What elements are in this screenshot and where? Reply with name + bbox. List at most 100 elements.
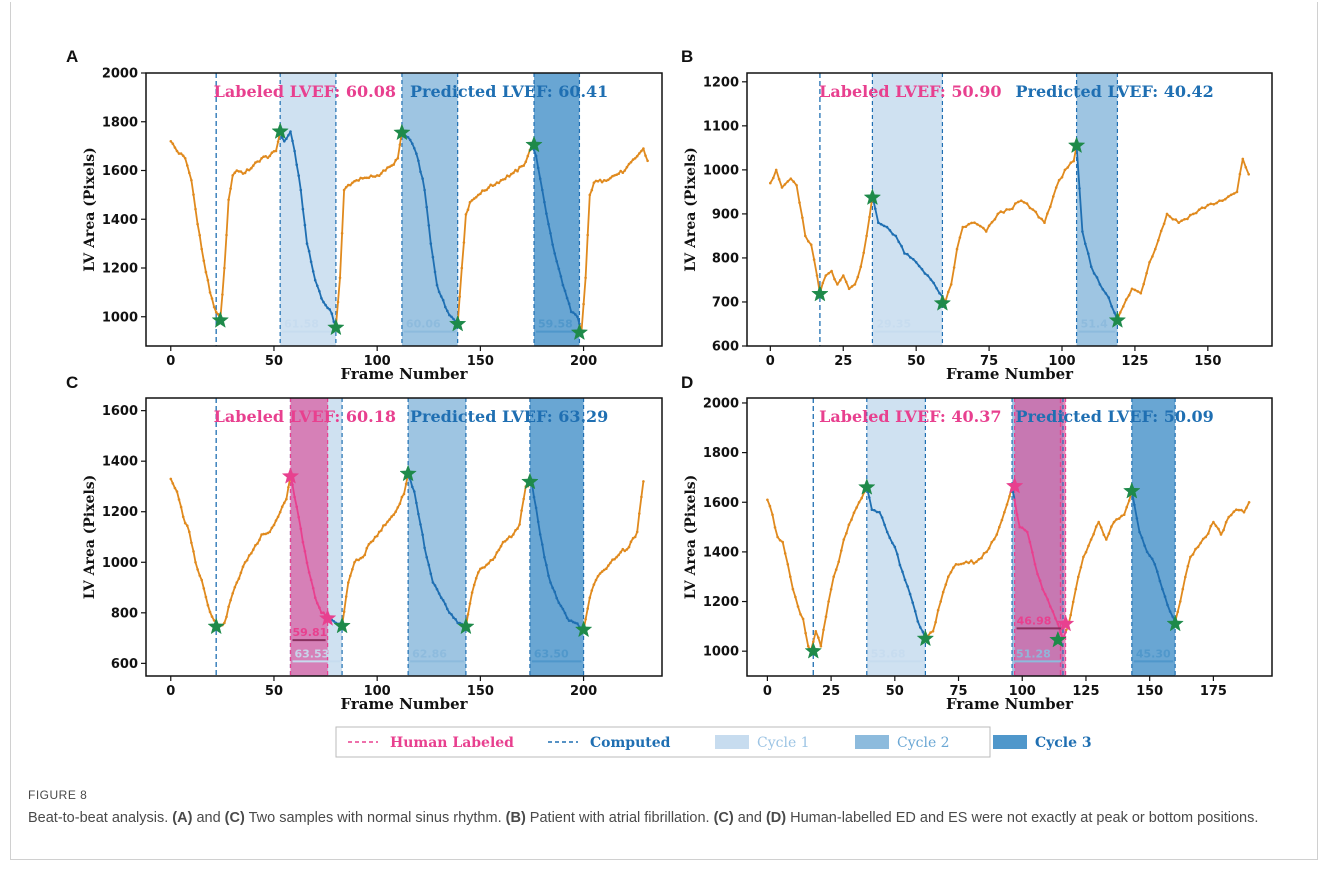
trace-point	[1071, 600, 1075, 604]
y-tick-label: 1000	[102, 556, 138, 571]
trace-segment	[537, 520, 542, 536]
trace-point	[627, 162, 631, 166]
trace-point	[501, 178, 505, 181]
trace-point	[885, 530, 889, 534]
trace-segment	[1241, 157, 1247, 169]
trace-point	[1197, 208, 1201, 211]
trace-point	[947, 290, 950, 294]
star-marker	[811, 284, 829, 302]
trace-point	[801, 216, 804, 219]
trace-point	[441, 599, 445, 602]
y-tick-label: 1400	[703, 545, 739, 560]
trace-point	[1054, 186, 1058, 189]
trace-point	[382, 524, 385, 527]
trace-point	[344, 185, 348, 189]
trace-segment	[202, 259, 207, 274]
trace-segment	[942, 583, 947, 593]
trace-point	[561, 283, 565, 287]
trace-point	[786, 563, 790, 566]
trace-point	[202, 259, 206, 263]
trace-point	[239, 571, 243, 575]
trace-segment	[1187, 556, 1192, 568]
trace-point	[1133, 503, 1136, 507]
trace-segment	[1145, 261, 1151, 275]
trace-point	[439, 596, 443, 599]
trace-segment	[786, 563, 792, 578]
trace-point	[1224, 197, 1227, 201]
trace-segment	[200, 579, 205, 590]
trace-point	[433, 270, 437, 274]
trace-point	[231, 174, 234, 177]
trace-segment	[330, 312, 335, 323]
trace-point	[1196, 545, 1200, 549]
trace-point	[990, 540, 993, 544]
trace-point	[938, 291, 941, 295]
trace-segment	[1239, 157, 1244, 176]
trace-point	[777, 177, 781, 181]
cycle-band	[280, 73, 336, 346]
trace-point	[177, 498, 181, 501]
trace-point	[183, 157, 187, 160]
trace-point	[427, 563, 431, 567]
trace-point	[1186, 217, 1189, 221]
trace-point	[1232, 192, 1236, 195]
trace-segment	[188, 531, 193, 544]
x-tick-label: 200	[570, 684, 597, 699]
trace-point	[311, 270, 315, 273]
trace-point	[621, 171, 625, 174]
trace-point	[392, 513, 396, 516]
trace-segment	[223, 234, 228, 269]
trace-point	[796, 605, 800, 608]
trace-segment	[1026, 531, 1031, 543]
y-tick-label: 800	[111, 606, 138, 621]
caption-part: and	[192, 810, 225, 826]
trace-segment	[1072, 588, 1077, 603]
caption-part: Patient with atrial fibrillation.	[525, 810, 714, 826]
trace-point	[1078, 187, 1081, 190]
trace-segment	[539, 533, 544, 546]
trace-segment	[551, 243, 556, 255]
trace-point	[347, 183, 350, 187]
trace-point	[411, 142, 414, 145]
trace-point	[559, 275, 563, 278]
trace-point	[394, 510, 398, 513]
x-tick-label: 75	[949, 684, 967, 699]
trace-point	[646, 159, 649, 163]
caption-text: Beat-to-beat analysis. (A) and (C) Two s…	[28, 808, 1318, 829]
trace-point	[1221, 199, 1224, 202]
trace-point	[425, 555, 429, 559]
trace-point	[1247, 501, 1251, 504]
trace-segment	[557, 267, 562, 278]
star-marker	[1166, 614, 1184, 632]
trace-segment	[1236, 173, 1241, 193]
trace-point	[891, 541, 894, 545]
trace-point	[252, 548, 255, 551]
trace-point	[311, 586, 315, 590]
plot-frame	[746, 397, 1273, 677]
y-tick-label: 1400	[102, 213, 138, 228]
caption-part: (D)	[765, 810, 787, 826]
trace-point	[1212, 520, 1215, 524]
star-marker	[333, 616, 351, 634]
trace-point	[640, 495, 643, 499]
y-tick-label: 1400	[102, 455, 138, 470]
trace-segment	[200, 248, 205, 262]
trace-point	[1000, 518, 1004, 522]
trace-point	[1022, 201, 1026, 204]
trace-point	[493, 183, 497, 187]
trace-segment	[192, 193, 197, 211]
trace-segment	[586, 193, 591, 236]
trace-point	[169, 140, 173, 143]
x-tick-label: 175	[1200, 684, 1227, 699]
trace-point	[1207, 532, 1210, 535]
trace-segment	[310, 260, 315, 273]
trace-point	[615, 555, 618, 559]
trace-point	[873, 509, 876, 512]
trace-point	[932, 281, 935, 285]
trace-point	[233, 586, 237, 589]
trace-point	[941, 590, 945, 594]
trace-point	[264, 155, 268, 158]
trace-point	[177, 152, 181, 155]
trace-point	[590, 589, 594, 592]
trace-point	[617, 172, 620, 175]
